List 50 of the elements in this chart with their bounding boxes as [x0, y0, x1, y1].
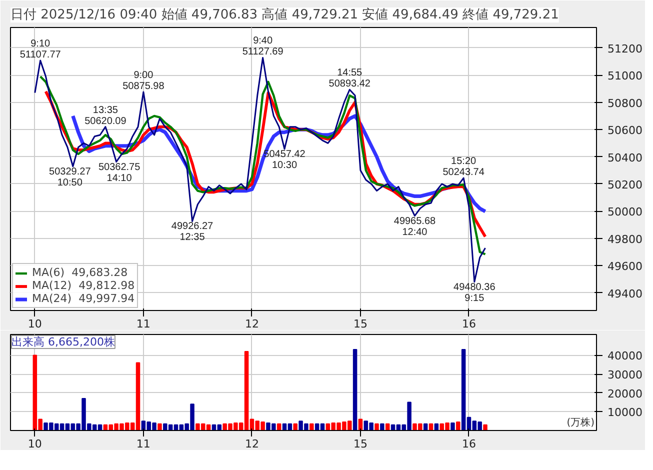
y-tick-label: 50000	[608, 206, 642, 219]
y-tick-label: 51000	[608, 70, 642, 83]
x-tick-label: 16	[462, 318, 476, 330]
y-tick-label: 50400	[608, 151, 642, 164]
annotation: 50362.75 14:10	[98, 162, 141, 184]
x-tick-label: 11	[136, 318, 150, 330]
bar	[293, 423, 298, 430]
bar	[158, 423, 162, 430]
bar	[374, 423, 379, 430]
y-tick-label: 49400	[608, 287, 642, 300]
x-tick-label: 16	[462, 438, 476, 450]
bar	[456, 422, 460, 430]
legend-label: MA(24) 49,997.94	[32, 292, 135, 305]
x-tick-label: 12	[244, 438, 259, 450]
y-tick-label: 50600	[608, 124, 642, 138]
legend-label: MA(12) 49,812.98	[32, 279, 135, 292]
annotation: (万株)	[566, 416, 595, 428]
annotation: 49926.27 12:35	[171, 221, 214, 244]
y-tick-label: 20000	[608, 387, 642, 400]
y-tick-label: 30000	[608, 368, 642, 382]
bar	[310, 423, 314, 430]
annotation: 13:35 50620.09	[84, 104, 127, 127]
annotation: 9:10 51107.77	[20, 38, 62, 60]
y-tick-label: 51200	[608, 42, 642, 56]
chart-title: 日付 2025/12/16 09:40 始値 49,706.83 高値 49,729.21 安値 49,684.49 終値 49,729.21	[10, 6, 559, 22]
annotation: 14:55 50893.42	[328, 68, 371, 90]
chart-title: 出来高 6,665,200株	[12, 336, 115, 348]
annotation: 50329.27 10:50	[49, 166, 92, 188]
annotation: 9:40 51127.69	[242, 36, 284, 58]
x-tick-label: 15	[353, 318, 368, 330]
x-tick-label: 12	[244, 318, 259, 330]
y-tick-label: 40000	[608, 350, 642, 363]
x-tick-label: 11	[136, 438, 150, 450]
y-tick-label: 50800	[608, 96, 642, 110]
bar	[483, 424, 488, 430]
annotation: 15:20 50243.74	[442, 156, 485, 178]
legend-label: MA(6) 49,683.28	[32, 266, 128, 279]
y-tick-label: 49600	[608, 260, 642, 274]
x-tick-label: 15	[353, 438, 368, 450]
bar	[352, 349, 358, 430]
annotation: 49480.36 9:15	[454, 282, 496, 304]
bar	[450, 422, 455, 430]
y-tick-label: 10000	[608, 406, 642, 420]
bar	[380, 423, 384, 430]
annotation: 49965.68 12:40	[394, 216, 436, 238]
x-tick-label: 10	[28, 438, 42, 450]
x-tick-label: 10	[28, 318, 42, 330]
y-tick-label: 50200	[608, 178, 642, 192]
y-tick-label: 49800	[608, 232, 642, 246]
annotation: 9:00 50875.98	[122, 70, 165, 92]
